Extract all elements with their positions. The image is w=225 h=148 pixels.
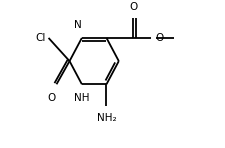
Text: O: O <box>47 93 56 103</box>
Text: NH: NH <box>74 93 89 103</box>
Text: NH₂: NH₂ <box>96 113 116 123</box>
Text: Cl: Cl <box>36 33 46 43</box>
Text: N: N <box>73 20 81 30</box>
Text: O: O <box>154 33 162 43</box>
Text: O: O <box>128 2 137 12</box>
